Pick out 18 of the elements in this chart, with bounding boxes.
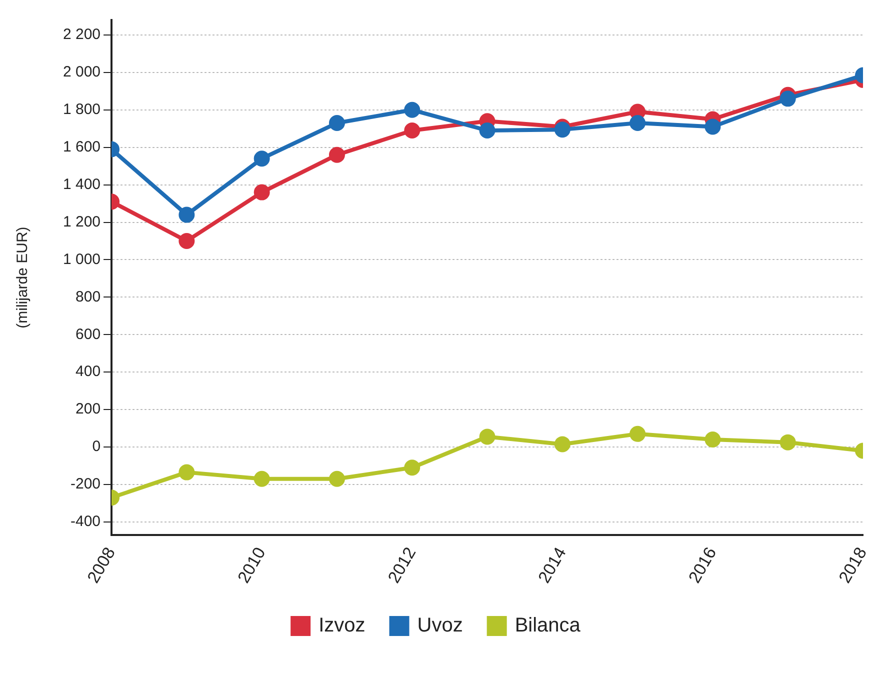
legend-label: Uvoz [417, 614, 463, 637]
y-tick-label: 1 400 [62, 176, 101, 193]
y-tick-label: 1 800 [62, 101, 101, 118]
y-tick-label: 1 000 [62, 250, 101, 268]
y-tick-label: 800 [76, 288, 101, 306]
y-tick-label: -400 [70, 513, 101, 530]
y-tick-label: 200 [76, 400, 101, 418]
y-tick-label: 1 200 [62, 213, 101, 230]
y-tick-label: 1 600 [62, 138, 101, 156]
y-tick-label: 600 [76, 326, 101, 343]
y-axis-title: (milijarde EUR) [14, 226, 32, 328]
legend-label: Izvoz [318, 614, 366, 637]
y-tick-label: 0 [92, 438, 101, 456]
legend-label: Bilanca [514, 614, 582, 637]
y-tick-label: 400 [76, 363, 101, 380]
y-tick-label: 2 000 [62, 64, 101, 81]
y-tick-label: 2 200 [62, 26, 101, 44]
y-tick-label: -200 [70, 476, 101, 493]
